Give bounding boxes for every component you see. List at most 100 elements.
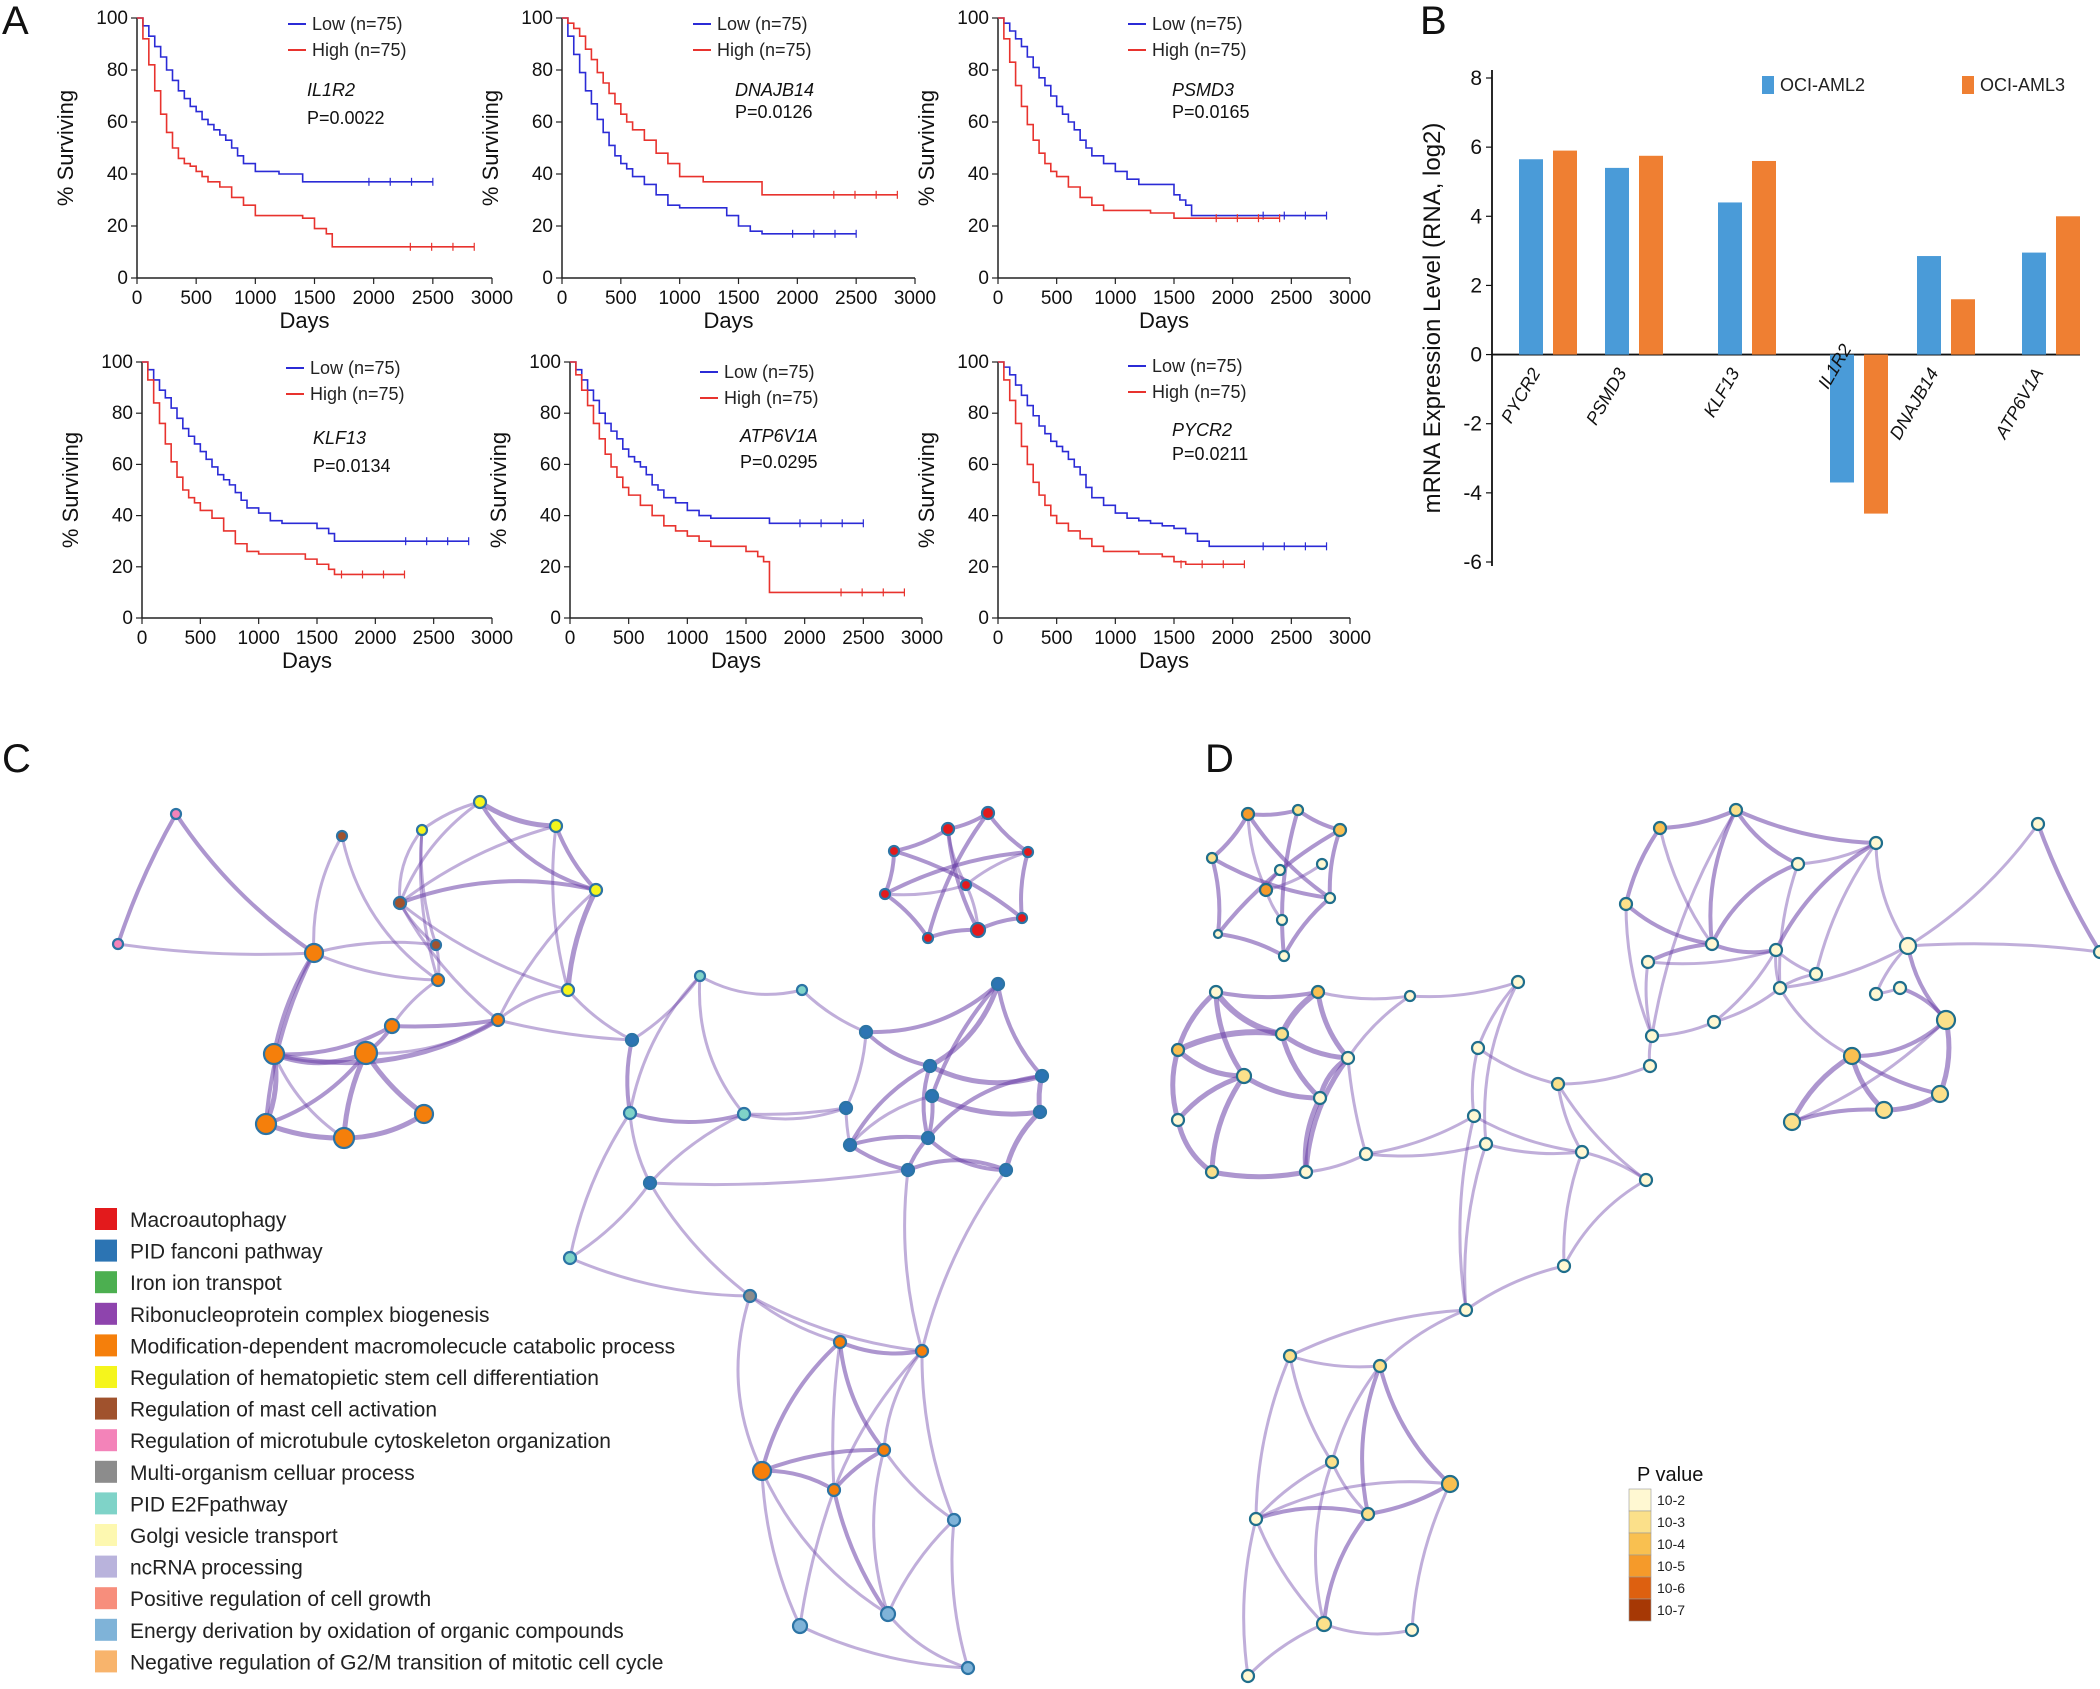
network-node [1312,1090,1328,1106]
network-edge [926,1074,1044,1140]
network-edge [1790,1018,1948,1124]
network-edge [1556,1082,1584,1154]
network-edge [760,1469,802,1628]
network-node [826,1482,842,1498]
network-edge [946,827,980,932]
pvalue-swatch [1628,1510,1652,1534]
category-label: KLF13 [1700,365,1744,421]
network-node [1782,1112,1802,1132]
network-edge [882,1349,924,1452]
network-edge [1470,1046,1480,1118]
network-edge [798,1624,970,1670]
y-tick-label: 6 [1470,136,1482,159]
x-tick-label: 2500 [1270,288,1312,309]
x-tick-label: 0 [137,628,148,649]
network-node [332,1126,356,1150]
x-tick-label: 3000 [471,288,513,309]
legend-high-label: High (n=75) [1152,40,1247,60]
network-edge [1330,1364,1382,1464]
network-c [111,794,1050,1676]
network-edge [398,828,424,905]
network-edge [1850,1018,1948,1059]
y-tick-label: 20 [112,557,133,578]
network-node [1021,845,1035,859]
y-tick-label: 60 [107,112,128,133]
network-edge [872,1448,890,1616]
network-node [940,821,956,837]
legend-swatch [95,1208,117,1230]
network-edge [312,951,440,982]
y-tick-label: -2 [1463,413,1482,436]
x-tick-label: 3000 [894,288,936,309]
network-edge [1774,841,1878,952]
network-node [642,1175,658,1191]
network-node [1892,980,1908,996]
network-edge [1778,862,1800,990]
network-edge [1209,1073,1247,1175]
pvalue-label: 10-6 [1657,1580,1685,1596]
network-edge [903,1168,924,1353]
pvalue-label: 10-2 [1657,1492,1685,1508]
network-edge [1322,1622,1414,1636]
network-edge [1314,1460,1334,1626]
high-survival-curve [142,361,405,576]
network-edge [838,1340,924,1356]
network-edge [920,1168,1008,1353]
y-tick-label: -4 [1463,482,1482,505]
network-node [878,887,892,901]
network-edge [1254,1460,1334,1521]
network-node [562,1250,578,1266]
network-edge [312,940,438,955]
network-node [1706,1014,1722,1030]
network-node [335,829,349,843]
network-node [1640,954,1656,970]
pvalue-swatch [1628,1488,1652,1512]
network-edge [630,974,702,1042]
x-tick-label: 1000 [234,288,276,309]
network-node [1842,1046,1862,1066]
x-tick-label: 500 [1041,628,1073,649]
network-edge [1246,1622,1326,1678]
legend-swatch [95,1271,117,1294]
legend-swatch [95,1429,117,1452]
network-node [791,1617,809,1635]
high-survival-curve [998,17,1280,219]
pvalue-legend-title: P value [1637,1464,1703,1486]
network-edge [1624,826,1662,906]
network-edge [1364,1142,1488,1158]
network-node [2092,944,2100,960]
network-edge [848,1143,910,1172]
network-edge [1562,1150,1584,1268]
network-edge [1327,828,1342,900]
network-legend: Macroautophagy PID fanconi pathway Iron io… [95,1208,675,1674]
y-tick-label: 80 [968,60,989,81]
network-edge [1360,1364,1382,1516]
pvalue-swatch [1628,1576,1652,1600]
x-tick-label: 1500 [296,628,338,649]
network-edge [832,1349,924,1492]
network-edge [838,1340,886,1452]
network-edge [398,800,482,905]
x-tick-label: 2500 [842,628,884,649]
y-tick-label: 100 [529,352,561,373]
network-node [924,1088,940,1104]
network-node [751,1460,773,1482]
bar-oci-aml2-klf13 [1718,202,1742,355]
network-node [736,1106,752,1122]
network-node [946,1512,962,1528]
network-node [922,1058,938,1074]
x-axis-title: Days [703,308,753,333]
network-node [624,1032,640,1048]
network-edge [883,850,1030,896]
network-edge [1175,1117,1215,1175]
network-edge [760,1469,890,1616]
network-node [1930,1084,1950,1104]
network-node [1638,1172,1654,1188]
network-edge [964,850,1030,887]
network-edge [568,1111,632,1260]
x-tick-label: 3000 [1329,628,1371,649]
network-edge [1937,1017,1952,1097]
network-edge [1814,841,1878,976]
network-edge [1175,1073,1247,1123]
bar-oci-aml3-psmd3 [1639,155,1663,355]
